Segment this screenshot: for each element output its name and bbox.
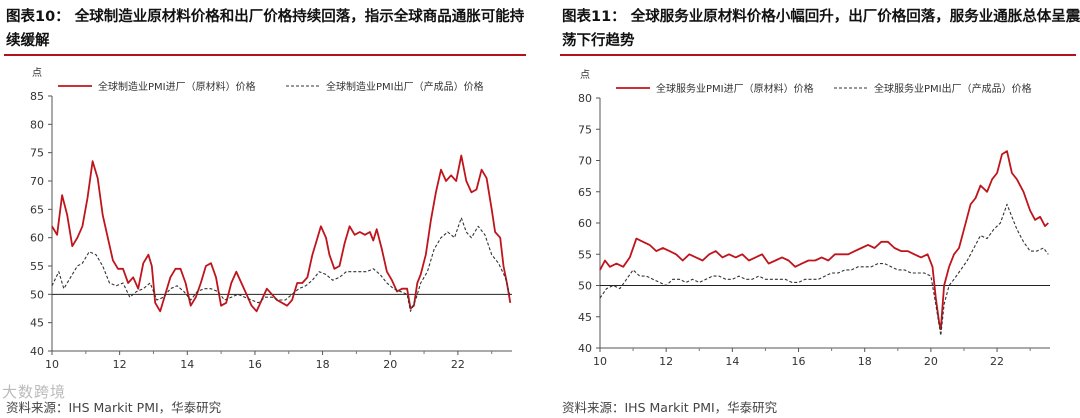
x-tick-label: 12 [113,358,127,371]
x-tick-label: 20 [924,355,938,368]
source-note: 资料来源：IHS Markit PMI，华泰研究 [6,400,222,415]
y-tick-label: 75 [578,123,592,136]
y-tick-label: 55 [578,248,592,261]
x-tick-label: 22 [990,355,1004,368]
y-tick-label: 50 [578,280,592,293]
x-tick-label: 18 [858,355,872,368]
source-note: 资料来源：IHS Markit PMI，华泰研究 [562,400,778,415]
y-tick-label: 55 [30,260,44,273]
x-tick-label: 20 [383,358,397,371]
y-unit-label: 点 [32,67,42,79]
x-tick-label: 14 [180,358,194,371]
y-tick-label: 40 [30,345,44,358]
chart-panel-11: 图表11： 全球服务业原材料价格小幅回升，出厂价格回落，服务业通胀总体呈震荡下行… [556,0,1080,418]
y-tick-label: 80 [578,92,592,105]
legend-label-2: 全球制造业PMI出厂（产成品）价格 [326,80,484,93]
y-tick-label: 45 [578,311,592,324]
series-line-1 [599,150,1049,331]
x-tick-label: 16 [248,358,262,371]
y-tick-label: 50 [30,288,44,301]
title-divider [560,54,1076,56]
series-line-2 [51,217,511,312]
line-chart: 点 40 45 50 55 60 65 70 75 80 85 10 12 14 16 18 20 22 全球制造业… [30,67,512,371]
series-line-2 [599,203,1049,337]
chart-title: 图表11： 全球服务业原材料价格小幅回升，出厂价格回落，服务业通胀总体呈震荡下行… [562,9,1080,49]
x-tick-label: 18 [316,358,330,371]
chart-title: 图表10： 全球制造业原材料价格和出厂价格持续回落，指示全球商品通胀可能持续缓解 [6,9,525,49]
y-tick-label: 80 [30,118,44,131]
y-tick-label: 65 [30,203,44,216]
y-tick-label: 65 [578,186,592,199]
line-chart: 点 40 45 50 55 60 65 70 75 80 10 12 14 16 18 20 22 全球服务业PM… [578,69,1050,368]
y-unit-label: 点 [580,69,590,81]
x-tick-label: 10 [45,358,59,371]
x-tick-label: 10 [593,355,607,368]
chart-panel-10: 图表10： 全球制造业原材料价格和出厂价格持续回落，指示全球商品通胀可能持续缓解… [0,0,530,418]
watermark-logo: 大数跨境 [2,383,67,401]
x-tick-label: 16 [792,355,806,368]
title-divider [4,54,526,56]
x-tick-label: 12 [659,355,673,368]
y-tick-label: 60 [578,217,592,230]
series-line-1 [51,154,512,313]
x-tick-label: 14 [725,355,739,368]
legend-label-1: 全球制造业PMI进厂（原材料）价格 [98,80,256,93]
legend-label-2: 全球服务业PMI出厂（产成品）价格 [874,82,1032,95]
y-tick-label: 85 [30,90,44,103]
legend-label-1: 全球服务业PMI进厂（原材料）价格 [656,82,814,95]
y-tick-label: 45 [30,317,44,330]
y-tick-label: 40 [578,342,592,355]
y-tick-label: 70 [30,175,44,188]
y-tick-label: 70 [578,155,592,168]
y-tick-label: 60 [30,232,44,245]
x-tick-label: 22 [451,358,465,371]
y-tick-label: 75 [30,147,44,160]
